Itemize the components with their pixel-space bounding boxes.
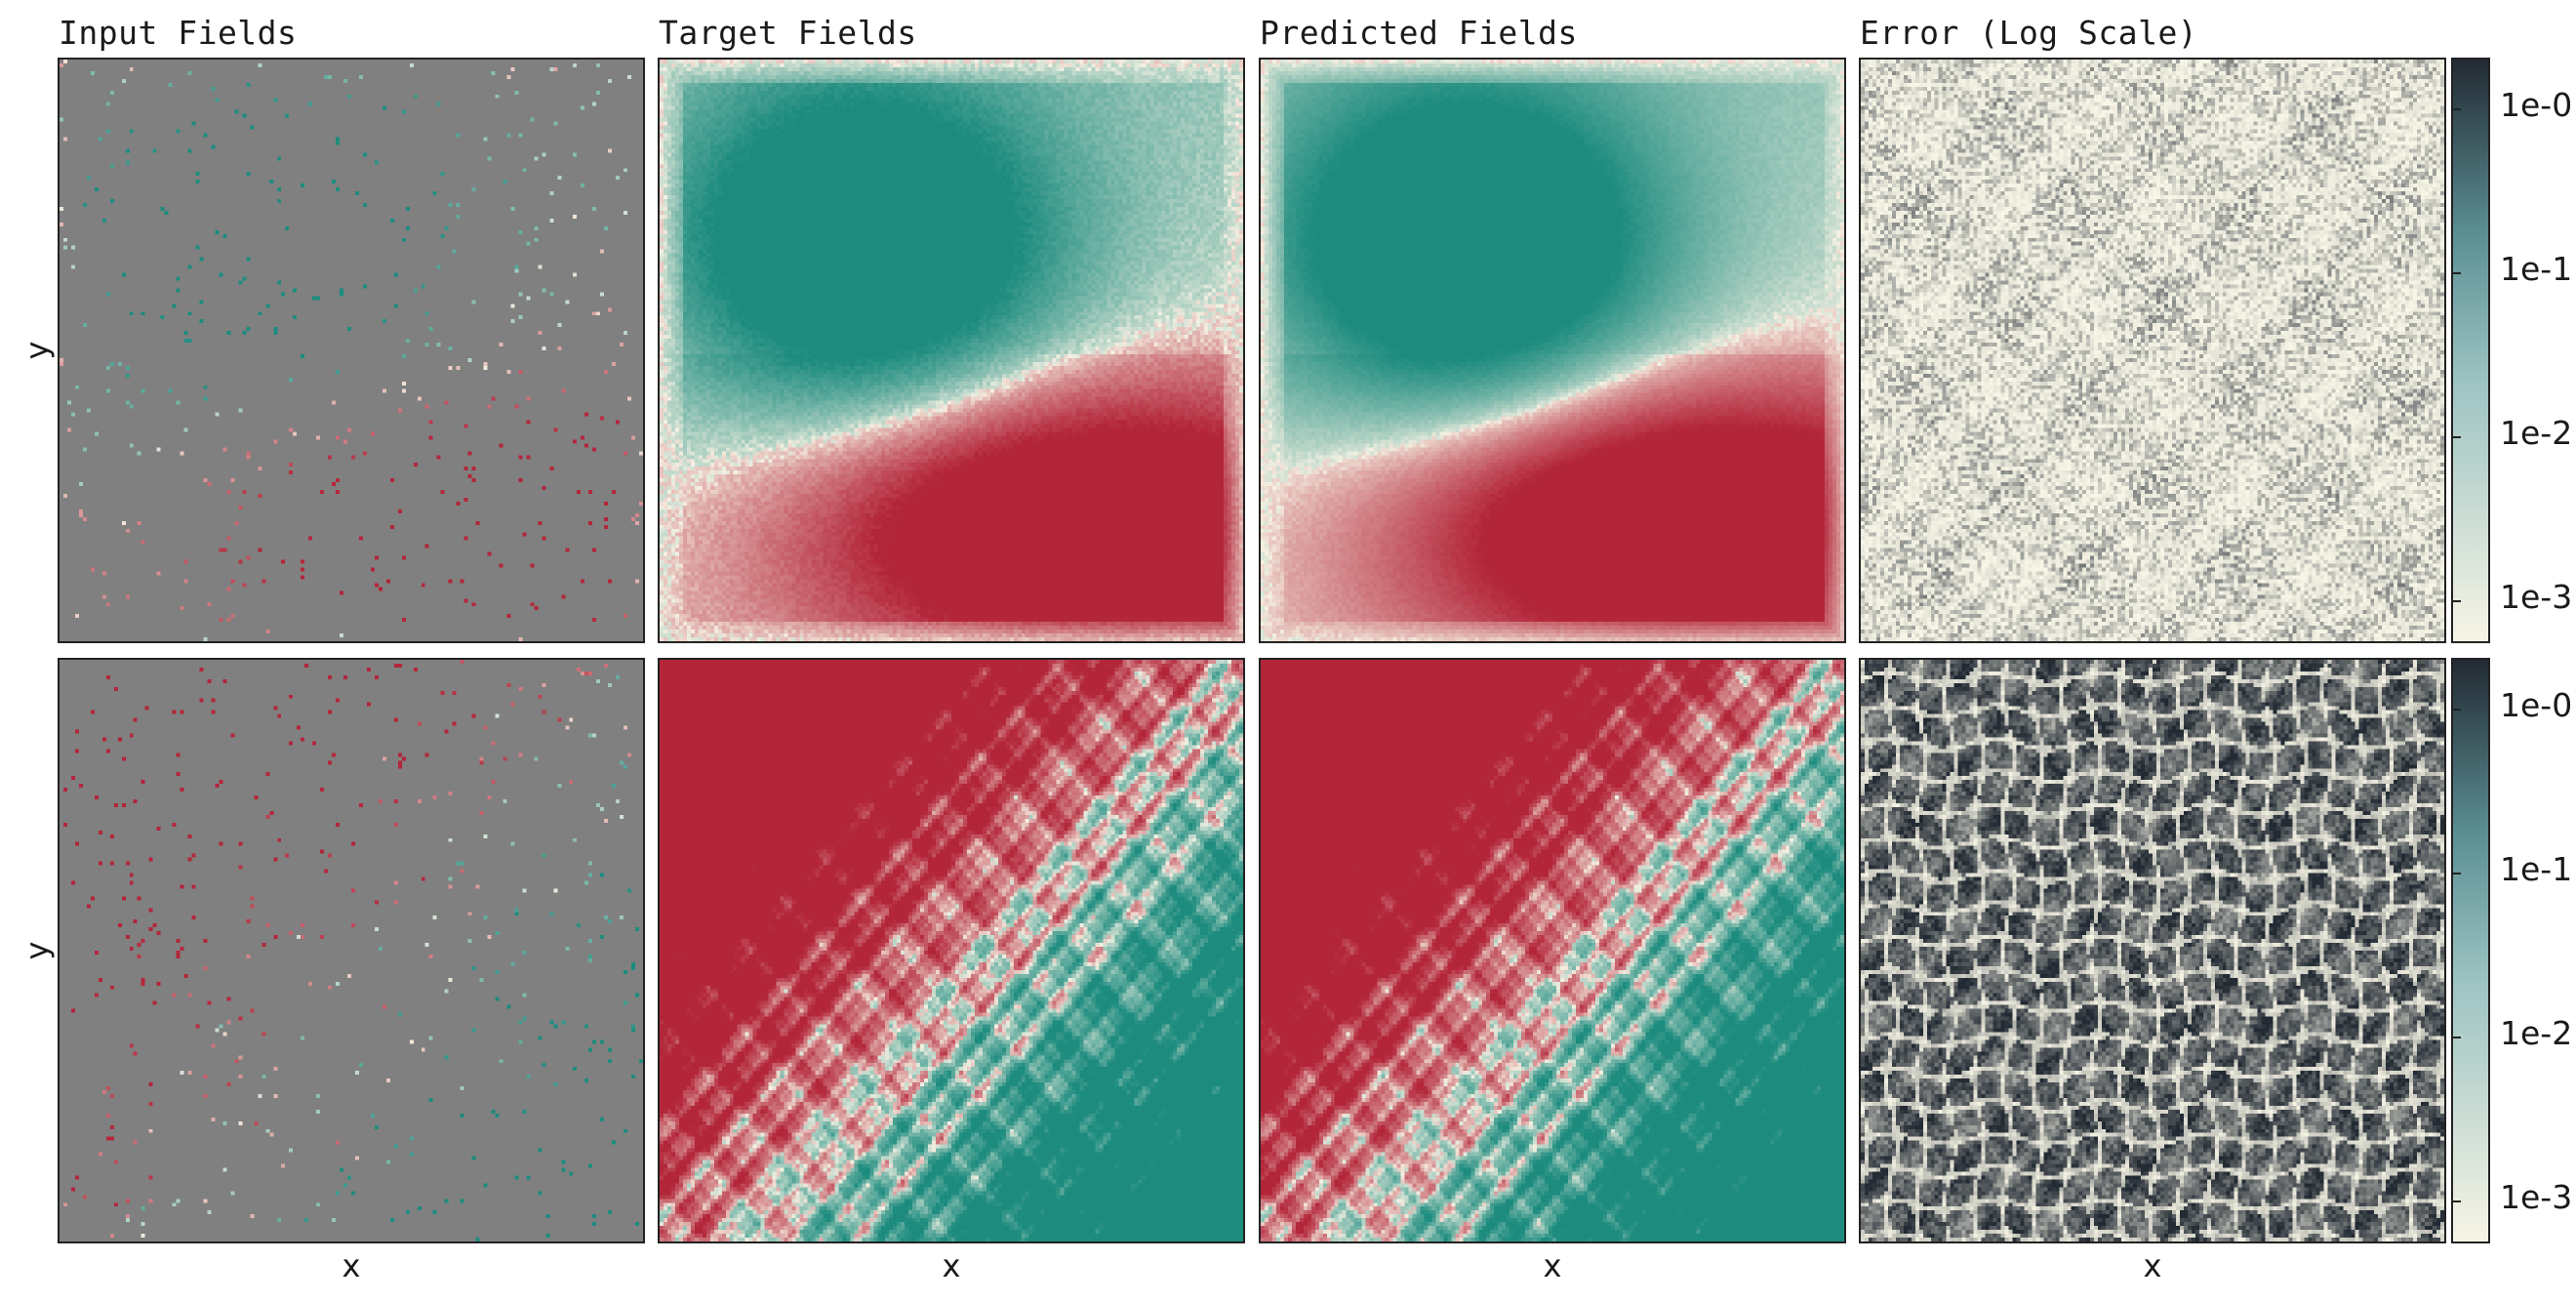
colorbar-tick-label: 1e-0: [2500, 686, 2573, 724]
x-axis-label-target: x: [942, 1247, 961, 1284]
panel-input-row-1: [58, 58, 645, 643]
colorbar-tick: [2453, 436, 2461, 438]
y-axis-label-row-2: y: [19, 941, 56, 960]
colorbar-tick: [2453, 600, 2461, 602]
colorbar-tick: [2453, 709, 2461, 711]
colorbar-tick-label: 1e-3: [2500, 578, 2573, 616]
y-axis-label-row-1: y: [19, 341, 56, 360]
x-axis-label-error: x: [2143, 1247, 2162, 1284]
x-axis-label-input: x: [342, 1247, 361, 1284]
heatmap-error-row-2: [1861, 660, 2444, 1241]
title-predicted-fields: Predicted Fields: [1260, 14, 1578, 52]
heatmap-input-row-1: [60, 60, 643, 641]
colorbar-row-2: [2451, 658, 2490, 1243]
colorbar-tick-label: 1e-2: [2500, 414, 2573, 452]
heatmap-target-row-1: [660, 60, 1243, 641]
title-error-log-scale: Error (Log Scale): [1860, 14, 2198, 52]
heatmap-predicted-row-1: [1261, 60, 1844, 641]
heatmap-predicted-row-2: [1261, 660, 1844, 1241]
colorbar-tick: [2453, 272, 2461, 274]
panel-predicted-row-2: [1259, 658, 1846, 1243]
colorbar-row-1: [2451, 58, 2490, 643]
title-target-fields: Target Fields: [659, 14, 917, 52]
colorbar-tick-label: 1e-0: [2500, 86, 2573, 124]
heatmap-target-row-2: [660, 660, 1243, 1241]
panel-target-row-2: [658, 658, 1245, 1243]
panel-error-row-1: [1859, 58, 2446, 643]
colorbar-tick-label: 1e-1: [2500, 850, 2573, 888]
heatmap-error-row-1: [1861, 60, 2444, 641]
heatmap-input-row-2: [60, 660, 643, 1241]
colorbar-tick-label: 1e-2: [2500, 1014, 2573, 1052]
panel-error-row-2: [1859, 658, 2446, 1243]
title-input-fields: Input Fields: [59, 14, 298, 52]
x-axis-label-predicted: x: [1543, 1247, 1562, 1284]
colorbar-tick-label: 1e-1: [2500, 250, 2573, 288]
panel-predicted-row-1: [1259, 58, 1846, 643]
colorbar-tick: [2453, 873, 2461, 875]
panel-input-row-2: [58, 658, 645, 1243]
colorbar-tick-label: 1e-3: [2500, 1178, 2573, 1216]
colorbar-tick: [2453, 1037, 2461, 1038]
colorbar-tick: [2453, 1200, 2461, 1202]
panel-target-row-1: [658, 58, 1245, 643]
colorbar-tick: [2453, 108, 2461, 110]
